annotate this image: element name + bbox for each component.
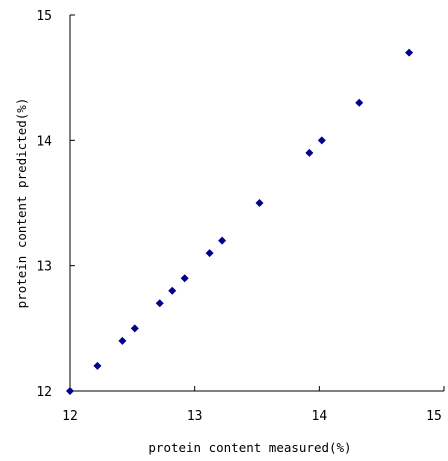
data-point xyxy=(168,286,177,295)
data-point xyxy=(305,148,314,157)
x-tick-label: 13 xyxy=(187,409,203,424)
data-point xyxy=(155,299,164,308)
tick-labels: 12 13 14 15 12 13 14 15 xyxy=(36,9,441,424)
y-tick-label: 14 xyxy=(36,134,52,149)
y-axis-title: protein content predicted(%) xyxy=(14,98,29,309)
y-tick-label: 13 xyxy=(36,260,52,275)
data-point xyxy=(255,199,264,207)
data-point xyxy=(130,324,139,333)
x-tick-label: 14 xyxy=(312,409,328,424)
data-point xyxy=(66,387,74,395)
data-point xyxy=(405,48,414,57)
axes xyxy=(69,15,444,392)
data-point xyxy=(205,249,214,258)
y-tick-label: 12 xyxy=(36,385,52,400)
x-axis-title: protein content measured(%) xyxy=(148,440,351,455)
data-point xyxy=(118,336,127,345)
data-point xyxy=(180,274,189,283)
data-points xyxy=(66,48,414,395)
x-tick-label: 15 xyxy=(426,409,442,424)
data-point xyxy=(218,236,227,245)
data-point xyxy=(317,136,326,145)
x-tick-label: 12 xyxy=(62,409,78,424)
data-point xyxy=(355,98,364,107)
data-point xyxy=(93,361,102,370)
y-tick-label: 15 xyxy=(36,9,52,24)
